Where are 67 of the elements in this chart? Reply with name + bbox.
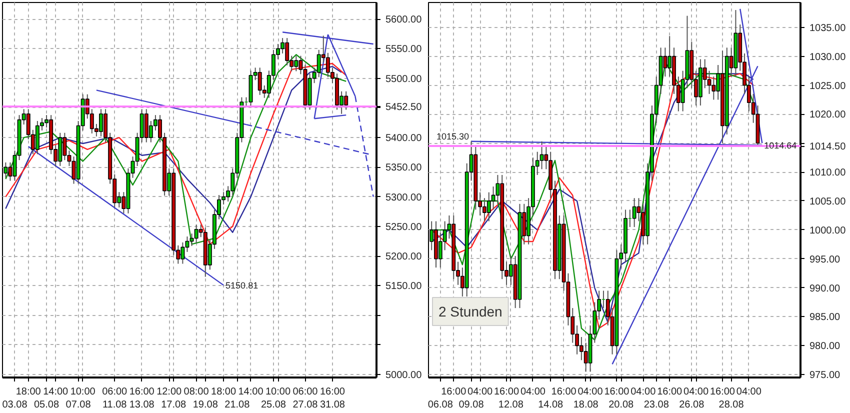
x-tick-label: 14:00 xyxy=(43,386,69,398)
x-tick-label: 04:00 xyxy=(468,386,494,398)
y-tick-label: 995.00 xyxy=(810,254,841,266)
x-tick-label: 04:00 xyxy=(684,386,709,398)
x-tick-label: 26.08 xyxy=(679,400,705,411)
x-tick-label: 16:00 xyxy=(710,386,736,398)
x-tick-label: 25.08 xyxy=(260,400,286,411)
y-tick-label: 5250.00 xyxy=(386,222,422,233)
x-tick-label: 04:00 xyxy=(520,386,546,398)
series-label: 5150.81 xyxy=(226,280,258,291)
y-tick-label: 1000.00 xyxy=(810,225,846,236)
annotation: 1015.30 xyxy=(436,131,470,142)
y-tick-label: 1005.00 xyxy=(810,196,846,208)
x-tick-label: 18:00 xyxy=(16,386,42,398)
x-tick-label: 21.08 xyxy=(224,400,250,411)
x-tick-label: 14:00 xyxy=(238,386,264,398)
y-tick-label: 5350.00 xyxy=(386,162,422,174)
x-tick-label: 10:00 xyxy=(70,386,96,398)
y-tick-label: 5500.00 xyxy=(386,74,422,85)
x-tick-label: 19.08 xyxy=(192,400,218,411)
y-tick-label: 1020.00 xyxy=(810,110,846,121)
x-tick-label: 06:00 11.08 xyxy=(102,386,128,411)
x-tick-label: 10:00 xyxy=(265,386,291,398)
x-tick-label: 12.08 xyxy=(498,400,524,411)
x-tick-label: 17.08 xyxy=(161,400,187,411)
x-tick-label: 20.08 xyxy=(608,400,634,411)
y-tick-label: 1025.00 xyxy=(810,80,846,92)
y-tick-label: 980.00 xyxy=(810,341,841,352)
x-tick-label: 28.08 xyxy=(718,400,744,411)
x-tick-label: 03.08 xyxy=(2,400,28,411)
x-tick-label: 04:00 xyxy=(630,386,656,398)
y-tick-label: 5550.00 xyxy=(386,44,422,56)
y-tick-label: 5300.00 xyxy=(386,192,422,204)
x-tick-label: 06.08 xyxy=(428,400,454,411)
x-tick-label: 14.08 xyxy=(538,400,564,411)
x-tick-label: 05.08 xyxy=(34,400,60,411)
x-tick-label: 16:00 xyxy=(657,386,683,398)
x-tick-label: 04:00 xyxy=(578,386,604,398)
x-tick-label: 23.08 xyxy=(644,400,670,411)
ref-line-label: 1014.50 xyxy=(810,142,846,153)
x-tick-label: 09.08 xyxy=(458,400,484,411)
x-tick-label: 16:00 xyxy=(494,386,520,398)
y-tick-label: 5150.00 xyxy=(386,281,422,292)
x-tick-label: 12:00 xyxy=(156,386,182,398)
x-tick-label: 08:00 xyxy=(184,386,210,398)
x-tick-label: 16:00 xyxy=(441,386,467,398)
x-tick-label: 06:00 27.08 xyxy=(292,386,318,411)
y-tick-label: 985.00 xyxy=(810,312,841,324)
x-tick-label: 04:00 xyxy=(736,386,762,398)
y-tick-label: 1035.00 xyxy=(810,22,846,34)
x-tick-label: 07.08 xyxy=(66,400,92,411)
ref-line-label: 5452.50 xyxy=(386,102,422,113)
y-tick-label: 1010.00 xyxy=(810,168,846,179)
x-tick-label: 18.08 xyxy=(573,400,599,411)
y-tick-label: 975.00 xyxy=(810,370,841,382)
x-tick-label: 16:00 xyxy=(604,386,630,398)
y-tick-label: 5000.00 xyxy=(386,370,422,382)
y-tick-label: 5200.00 xyxy=(386,252,422,263)
x-tick-label: 16:00 31.08 xyxy=(320,386,346,411)
y-tick-label: 1030.00 xyxy=(810,52,846,63)
y-tick-label: 5400.00 xyxy=(386,133,422,144)
y-tick-label: 990.00 xyxy=(810,283,841,294)
x-tick-label: 16:00 xyxy=(551,386,577,398)
x-tick-label: 16:00 13.08 xyxy=(129,386,155,411)
annotation: 2 Stunden xyxy=(438,304,502,320)
x-tick-label: 18:00 xyxy=(211,386,236,398)
y-tick-label: 5600.00 xyxy=(386,14,422,26)
